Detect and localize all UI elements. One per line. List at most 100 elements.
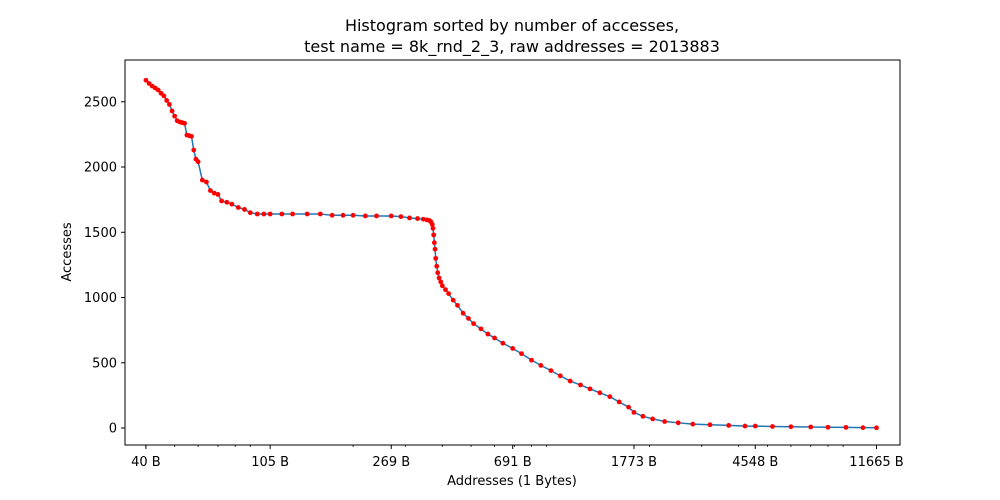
y-tick-label: 2500 [84,95,117,110]
data-point [254,211,260,217]
x-tick-label: 691 B [494,455,532,470]
data-point [189,133,194,139]
data-point [215,192,221,197]
data-point [650,416,656,422]
data-point [204,179,209,185]
y-tick-label: 2000 [84,161,117,176]
data-point [224,199,230,205]
data-point [843,424,849,430]
x-tick-label: 40 B [131,455,161,470]
data-point [662,419,668,424]
data-point [439,283,445,289]
data-point [431,240,437,246]
y-tick-label: 1000 [84,291,117,306]
data-point [317,211,323,217]
data-point [529,357,534,363]
data-point [415,216,420,221]
data-point [874,425,879,431]
data-point [155,87,161,93]
data-point [407,215,412,221]
data-point [626,404,631,410]
data-point [219,198,224,204]
data-point [374,213,379,219]
x-tick-label: 1773 B [611,455,657,470]
data-point [455,302,460,308]
data-point [770,424,775,429]
data-point [597,390,603,396]
data-point [500,340,506,346]
chart-title-line1: Histogram sorted by number of accesses, [345,16,679,35]
data-point [290,211,295,217]
data-point [726,423,732,428]
data-point [191,147,197,153]
data-point [182,120,187,126]
data-point [432,246,438,252]
data-point [247,210,253,216]
data-point [235,205,241,210]
series-line [145,79,877,429]
data-point [510,346,516,351]
data-point [436,275,442,281]
y-tick-label: 500 [92,356,117,371]
data-point [446,291,452,297]
data-point [690,421,696,427]
y-axis-label: Accesses [60,222,75,282]
data-point [195,159,201,165]
data-point [350,212,356,218]
data-point [242,207,247,212]
x-tick-label: 105 B [251,455,289,470]
data-point [808,424,814,430]
data-point [460,310,466,316]
data-point [450,297,456,303]
data-point [616,399,622,405]
data-point [435,270,441,276]
data-point [267,211,273,217]
data-point [471,321,476,327]
data-point [433,255,439,261]
data-point [607,394,613,400]
data-point [329,212,335,218]
x-axis-label: Addresses (1 Bytes) [447,474,577,489]
data-point [860,425,866,431]
data-point [742,423,748,429]
data-point [420,216,426,222]
data-point [304,211,310,217]
data-point [164,98,170,103]
data-point [388,213,394,219]
data-point [340,212,346,218]
data-point [631,409,637,415]
data-point [143,77,149,83]
data-point [429,222,435,227]
data-point [707,422,713,428]
data-point [519,351,524,357]
data-point [169,108,175,114]
data-point [279,211,285,217]
data-point [788,424,794,430]
data-point [675,420,681,426]
data-point [443,287,448,293]
data-point [161,93,167,99]
data-point [434,263,440,269]
data-point [362,213,368,219]
data-point [199,177,205,183]
x-tick-label: 4548 B [732,455,778,470]
data-point [587,386,593,392]
y-tick-label: 0 [109,422,117,437]
data-point [466,316,471,321]
data-point [430,225,436,231]
data-point [578,382,583,388]
data-point [431,232,437,238]
data-point [229,201,235,207]
plot-area [143,77,879,431]
data-point [398,214,404,220]
data-point [825,424,831,430]
x-axis: 40 B 105 B 269 B 691 B 1773 B 4548 B 11665 B [131,445,904,470]
data-point [478,326,484,332]
data-point [548,368,554,374]
axes-frame [124,59,901,446]
data-point [172,113,178,119]
chart-title-line2: test name = 8k_rnd_2_3, raw addresses = … [304,37,720,57]
data-point [438,279,444,285]
data-point [211,190,217,196]
